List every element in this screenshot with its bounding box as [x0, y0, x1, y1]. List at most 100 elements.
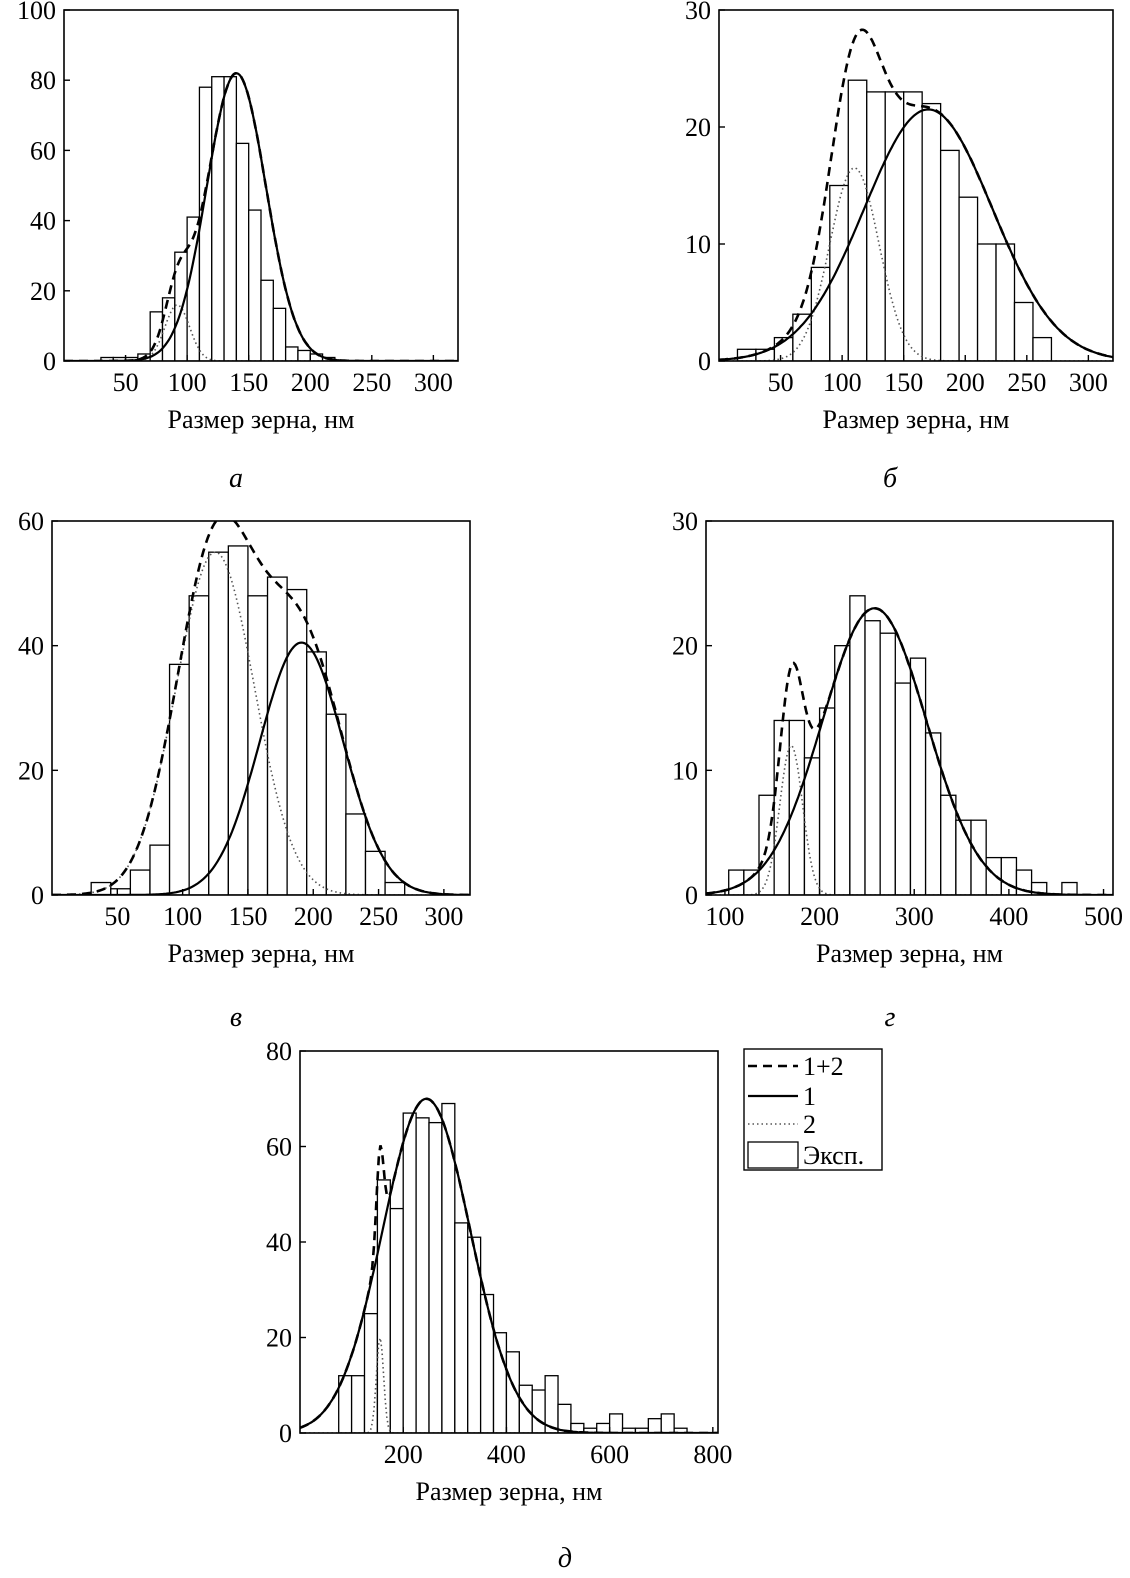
- histogram-bar: [389, 1207, 404, 1433]
- x-tick-label: 300: [1069, 368, 1108, 397]
- panel-1: 50 100 150 200 250 300 0 20 40 60 80 100 Размер зерн…: [17, 0, 459, 494]
- x-tick-label: 200: [800, 902, 839, 931]
- histogram-bar: [847, 79, 868, 361]
- histogram-bar: [608, 1413, 624, 1433]
- x-axis-label: Размер зерна, нм: [822, 405, 1009, 434]
- legend-label: Эксп.: [803, 1141, 864, 1170]
- y-tick-label: 100: [17, 0, 56, 25]
- x-axis-label: Размер зерна, нм: [415, 1477, 602, 1506]
- histogram-bar: [940, 794, 957, 895]
- histogram-bar: [174, 251, 188, 361]
- histogram-bar: [227, 545, 249, 895]
- y-tick-label: 40: [266, 1228, 292, 1257]
- x-tick-label: 300: [424, 902, 463, 931]
- histogram-bar: [384, 881, 406, 895]
- histogram-bar: [345, 813, 367, 895]
- x-tick-label: 150: [228, 902, 267, 931]
- histogram-bar: [1032, 336, 1053, 361]
- histogram-bar: [647, 1418, 662, 1433]
- plot-frame: [718, 9, 1114, 362]
- y-tick-label: 0: [698, 347, 711, 376]
- histogram-bar: [879, 632, 896, 895]
- fit-curve-sum: [300, 1097, 718, 1433]
- y-tick-label: 20: [18, 756, 44, 785]
- histogram-bar: [660, 1413, 675, 1433]
- y-tick-label: 30: [685, 0, 711, 25]
- histogram-bars: [736, 79, 1053, 361]
- y-tick-label: 20: [266, 1324, 292, 1353]
- y-tick-label: 20: [30, 277, 56, 306]
- histogram-bar: [248, 209, 262, 361]
- y-tick-label: 60: [18, 507, 44, 536]
- histogram-bar: [531, 1389, 546, 1433]
- histogram-bar: [454, 1222, 469, 1433]
- plot-frame: [705, 520, 1114, 896]
- histogram-bar: [149, 844, 171, 895]
- x-tick-label: 500: [1084, 902, 1123, 931]
- histogram-bar: [188, 595, 210, 895]
- histogram-bar: [223, 76, 238, 361]
- histogram-bar: [864, 620, 881, 895]
- y-tick-label: 10: [672, 756, 698, 785]
- histogram-bar: [415, 1117, 430, 1433]
- x-tick-label: 300: [895, 902, 934, 931]
- panel-label: д: [558, 1543, 572, 1574]
- legend-item: 2: [748, 1110, 816, 1139]
- histogram-bar: [129, 869, 151, 895]
- x-tick-label: 250: [1007, 368, 1046, 397]
- histogram-bar: [363, 1312, 379, 1433]
- x-tick-label: 250: [352, 368, 391, 397]
- y-tick-label: 80: [30, 66, 56, 95]
- histogram-bar: [829, 184, 849, 361]
- histogram-bar: [266, 576, 288, 895]
- x-tick-label: 100: [168, 368, 207, 397]
- x-tick-label: 100: [163, 902, 202, 931]
- x-tick-label: 50: [104, 902, 130, 931]
- histogram-bar: [306, 651, 327, 895]
- histogram-bar: [849, 595, 866, 895]
- histogram-bar: [479, 1293, 495, 1433]
- panel-5: 200 400 600 800 0 20 40 60 80 Размер зерна, нм д: [266, 1037, 732, 1574]
- x-tick-label: 50: [113, 368, 139, 397]
- y-tick-label: 80: [266, 1037, 292, 1066]
- histogram-bar: [976, 243, 997, 361]
- x-tick-label: 400: [989, 902, 1028, 931]
- histogram-bar: [834, 645, 851, 895]
- histogram-bar: [866, 91, 886, 361]
- legend-label: 1: [803, 1082, 816, 1111]
- histogram-bar: [235, 142, 250, 361]
- histogram-bar: [376, 1179, 391, 1433]
- y-tick-label: 20: [672, 632, 698, 661]
- histogram-bar: [921, 102, 942, 361]
- histogram-bar: [272, 307, 287, 361]
- histogram-bar: [286, 588, 308, 895]
- y-tick-label: 10: [685, 230, 711, 259]
- x-tick-label: 800: [693, 1440, 732, 1469]
- panel-label: а: [229, 463, 243, 494]
- x-tick-label: 400: [487, 1440, 526, 1469]
- histogram-bar: [995, 243, 1016, 361]
- histogram-bar: [939, 149, 960, 361]
- histogram-bar: [1061, 881, 1078, 895]
- panel-label: б: [883, 463, 898, 494]
- y-tick-label: 60: [30, 136, 56, 165]
- y-tick-label: 0: [685, 881, 698, 910]
- fit-curve-1: [719, 108, 1113, 361]
- histogram-bar: [208, 551, 229, 895]
- panel-2: 50 100 150 200 250 300 0 10 20 30 Размер зерна, нм…: [685, 0, 1114, 494]
- x-axis-label: Размер зерна, нм: [816, 939, 1003, 968]
- histogram-bar: [260, 279, 274, 361]
- plot-frame: [51, 520, 471, 896]
- histogram-bar: [894, 682, 912, 895]
- panel-label: г: [885, 1002, 896, 1033]
- panel-4: 100 200 300 400 500 0 10 20 30 Размер зерна, нм г: [672, 507, 1123, 1033]
- histogram-bar: [402, 1112, 417, 1433]
- x-tick-label: 50: [768, 368, 794, 397]
- legend-item: 1: [748, 1082, 816, 1111]
- histogram-bar: [958, 196, 979, 361]
- fit-curve-sum: [706, 607, 1113, 895]
- histogram-bar: [1013, 301, 1034, 361]
- x-axis-label: Размер зерна, нм: [167, 405, 354, 434]
- y-tick-label: 30: [672, 507, 698, 536]
